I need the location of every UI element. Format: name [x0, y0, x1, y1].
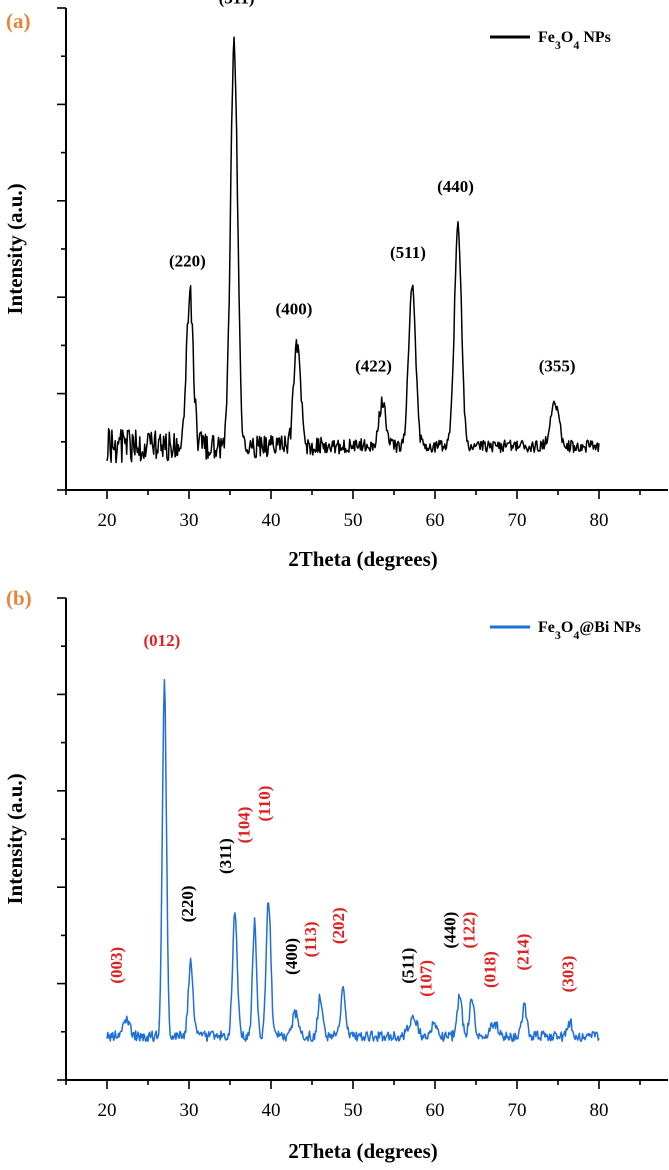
x-tick-label: 20 — [98, 1100, 117, 1121]
x-tick-label: 70 — [508, 1100, 527, 1121]
peak-annotation: (355) — [539, 357, 576, 376]
peak-annotation: (400) — [276, 300, 313, 319]
peak-annotation: (110) — [255, 786, 274, 822]
peak-annotation: (440) — [441, 912, 460, 949]
y-axis-title: Intensity (a.u.) — [3, 183, 27, 314]
x-tick-label: 50 — [344, 510, 363, 531]
legend-subscript: 3 — [555, 38, 561, 52]
peak-annotation: (122) — [459, 912, 478, 949]
x-tick-label: 40 — [262, 510, 281, 531]
x-tick-label: 30 — [180, 1100, 199, 1121]
legend-subscript: 4 — [573, 38, 579, 52]
panel-label: (a) — [6, 9, 31, 33]
x-tick-label: 80 — [590, 1100, 609, 1121]
x-axis-title: 2Theta (degrees) — [288, 1139, 438, 1163]
x-axis-title: 2Theta (degrees) — [288, 547, 438, 571]
peak-annotation: (107) — [417, 960, 436, 997]
legend-text-part: Fe — [538, 619, 555, 636]
x-tick-label: 20 — [98, 510, 117, 531]
peak-annotation: (202) — [329, 907, 348, 944]
peak-annotation: (400) — [282, 938, 301, 975]
x-tick-label: 60 — [426, 510, 445, 531]
peak-annotation: (511) — [399, 948, 418, 984]
legend-text-part: @Bi NPs — [579, 619, 641, 636]
peak-annotation: (003) — [107, 947, 126, 984]
peak-annotation: (311) — [216, 838, 235, 874]
peak-annotation: (214) — [513, 934, 532, 971]
legend-label: Fe3O4@Bi NPs — [538, 619, 641, 642]
legend-text-part: NPs — [579, 29, 611, 46]
peak-annotation: (220) — [169, 252, 206, 271]
x-tick-label: 80 — [590, 510, 609, 531]
peak-annotation: (220) — [178, 885, 197, 922]
peak-annotation: (012) — [144, 631, 181, 650]
x-tick-label: 70 — [508, 510, 527, 531]
legend-text-part: O — [561, 29, 573, 46]
panel-a: (a) 20 30 40 50 60 70 80 2Theta (degrees) Intensi… — [3, 0, 668, 571]
peak-annotation: (511) — [390, 243, 426, 262]
data-series-line — [106, 678, 600, 1043]
panel-b: (b) 20 30 40 50 60 70 80 2Theta (degrees) Intensi… — [3, 586, 668, 1163]
legend-subscript: 4 — [573, 628, 579, 642]
x-tick-label: 30 — [180, 510, 199, 531]
peak-annotation: (303) — [559, 956, 578, 993]
panel-label: (b) — [6, 586, 32, 610]
legend-label: Fe3O4 NPs — [538, 29, 611, 52]
peak-annotation: (018) — [481, 951, 500, 988]
x-tick-label: 40 — [262, 1100, 281, 1121]
peak-annotation: (440) — [437, 177, 474, 196]
peak-annotation: (104) — [235, 807, 254, 844]
legend-text-part: O — [561, 619, 573, 636]
x-tick-label: 50 — [344, 1100, 363, 1121]
peak-annotation: (113) — [301, 921, 320, 957]
legend-subscript: 3 — [555, 628, 561, 642]
x-tick-label: 60 — [426, 1100, 445, 1121]
legend-text-part: Fe — [538, 29, 555, 46]
peak-annotation: (422) — [355, 357, 392, 376]
y-axis-title: Intensity (a.u.) — [3, 773, 27, 904]
data-series-line — [106, 36, 600, 464]
peak-annotation: (311) — [219, 0, 255, 8]
